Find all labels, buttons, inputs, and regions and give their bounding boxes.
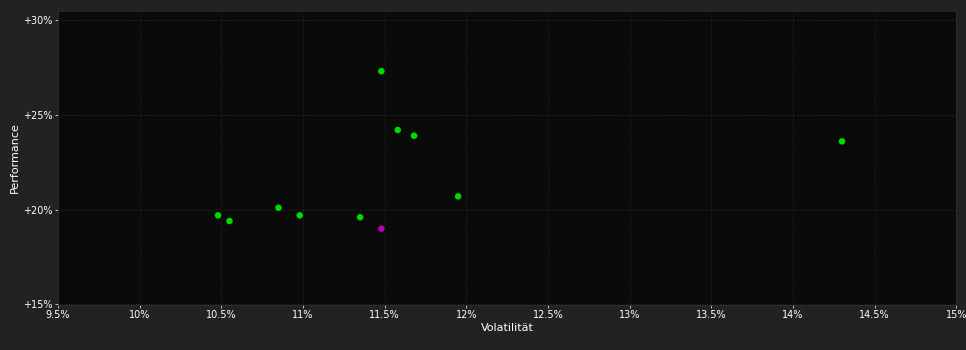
X-axis label: Volatilität: Volatilität <box>481 323 533 333</box>
Point <box>835 139 850 144</box>
Point <box>353 215 368 220</box>
Point <box>222 218 238 224</box>
Point <box>407 133 422 139</box>
Y-axis label: Performance: Performance <box>10 122 20 193</box>
Point <box>390 127 406 133</box>
Point <box>450 194 466 199</box>
Point <box>211 212 226 218</box>
Point <box>292 212 307 218</box>
Point <box>374 226 389 231</box>
Point <box>270 205 286 211</box>
Point <box>374 68 389 74</box>
